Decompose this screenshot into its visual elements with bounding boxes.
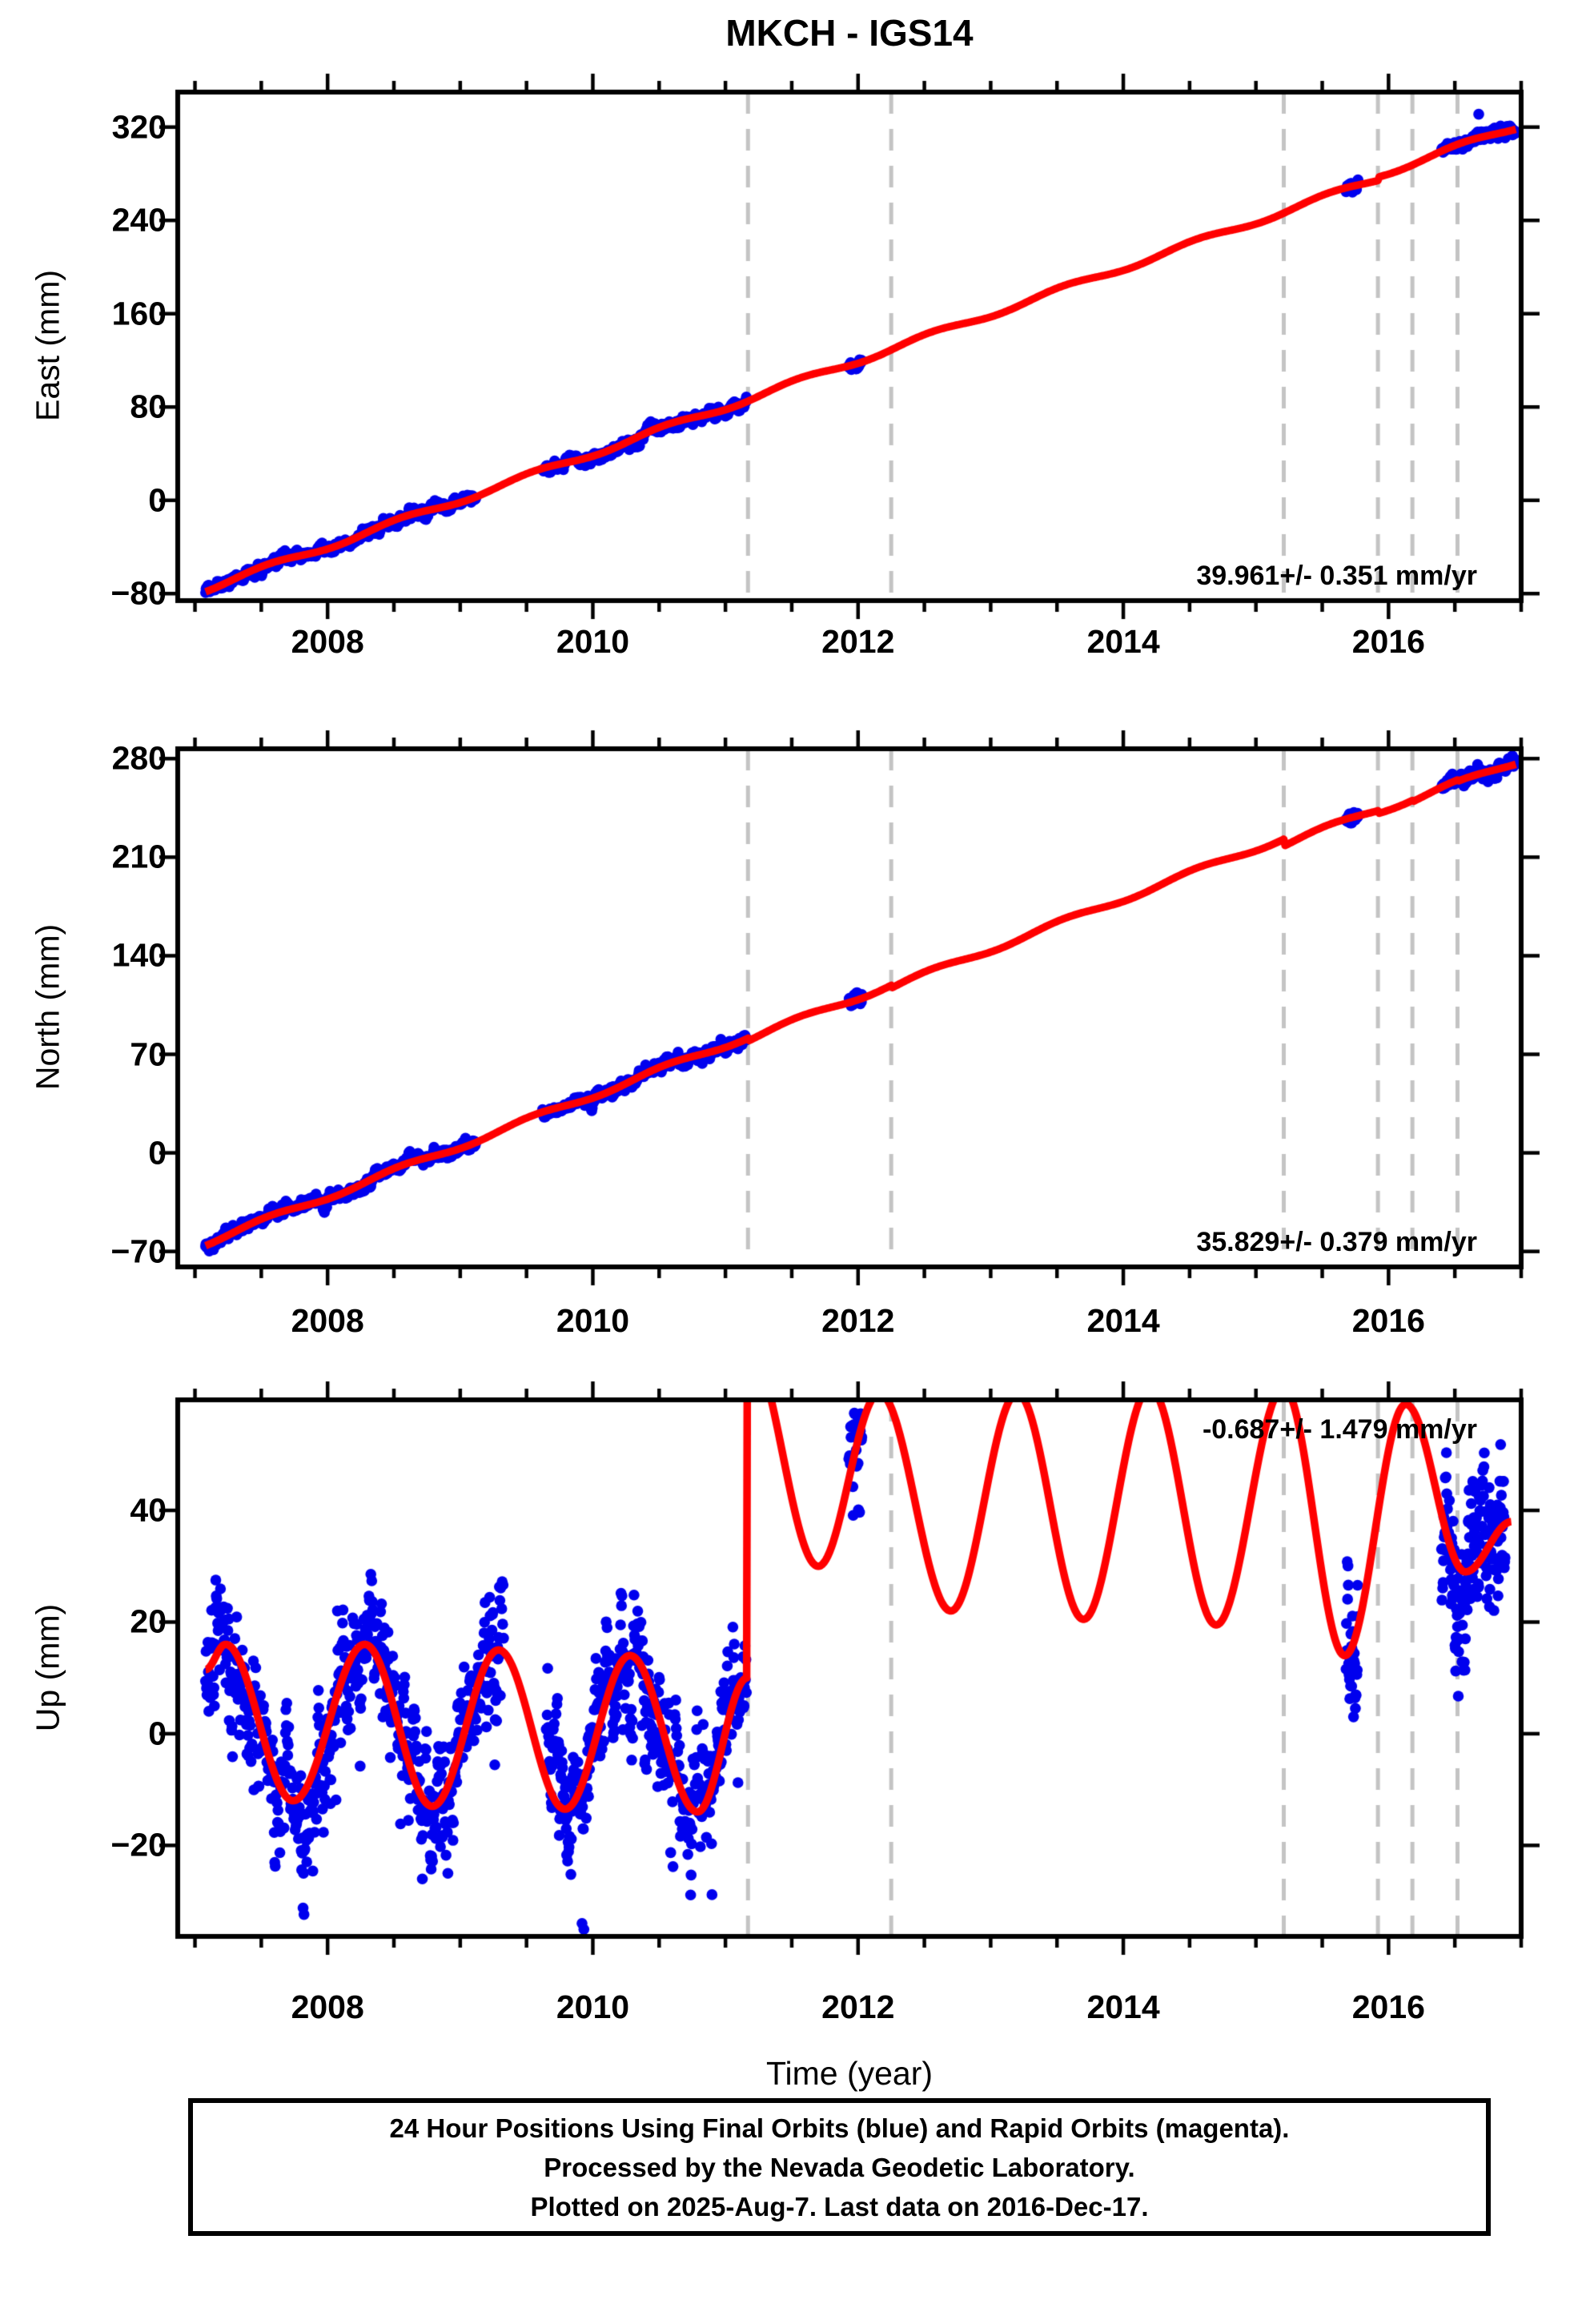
y-tick-label: −70: [110, 1232, 167, 1270]
x-tick-label: 2008: [291, 1302, 364, 1339]
y-tick-label: 0: [148, 481, 167, 519]
x-axis-label: Time (year): [765, 2055, 934, 2092]
x-tick-label: 2008: [291, 1988, 364, 2025]
x-tick-label: 2012: [821, 623, 895, 660]
y-tick-label: 0: [148, 1715, 167, 1752]
x-tick-label: 2010: [556, 1302, 630, 1339]
y-tick-label: −20: [110, 1826, 167, 1864]
x-tick-label: 2016: [1351, 1988, 1425, 2025]
caption-line-2: Processed by the Nevada Geodetic Laborat…: [544, 2152, 1135, 2182]
rate-annotation-up: -0.687+/- 1.479 mm/yr: [1202, 1414, 1477, 1445]
rate-annotation-north: 35.829+/- 0.379 mm/yr: [1196, 1227, 1477, 1257]
y-tick-label: 80: [130, 388, 167, 425]
x-tick-label: 2014: [1086, 1988, 1160, 2025]
x-tick-label: 2010: [556, 623, 630, 660]
y-tick-label: 280: [111, 739, 167, 777]
x-tick-label: 2010: [556, 1988, 630, 2025]
x-tick-label: 2012: [821, 1302, 895, 1339]
x-tick-label: 2014: [1086, 623, 1160, 660]
caption-box: 24 Hour Positions Using Final Orbits (bl…: [188, 2098, 1491, 2236]
caption-line-1: 24 Hour Positions Using Final Orbits (bl…: [389, 2113, 1290, 2143]
x-tick-label: 2016: [1351, 1302, 1425, 1339]
y-tick-label: −80: [110, 574, 167, 612]
y-tick-label: 0: [148, 1134, 167, 1172]
y-tick-label: 210: [111, 838, 167, 875]
x-tick-label: 2014: [1086, 1302, 1160, 1339]
x-tick-label: 2016: [1351, 623, 1425, 660]
y-tick-label: 70: [130, 1035, 167, 1073]
x-tick-label: 2008: [291, 623, 364, 660]
y-tick-label: 140: [111, 936, 167, 974]
y-tick-label: 40: [130, 1491, 167, 1529]
y-tick-label: 320: [111, 108, 167, 146]
y-tick-label: 20: [130, 1602, 167, 1640]
rate-annotation-east: 39.961+/- 0.351 mm/yr: [1196, 561, 1477, 591]
y-tick-label: 240: [111, 201, 167, 239]
x-tick-label: 2012: [821, 1988, 895, 2025]
caption-line-3: Plotted on 2025-Aug-7. Last data on 2016…: [530, 2191, 1149, 2221]
chart-title: MKCH - IGS14: [725, 12, 974, 54]
y-tick-label: 160: [111, 295, 167, 332]
